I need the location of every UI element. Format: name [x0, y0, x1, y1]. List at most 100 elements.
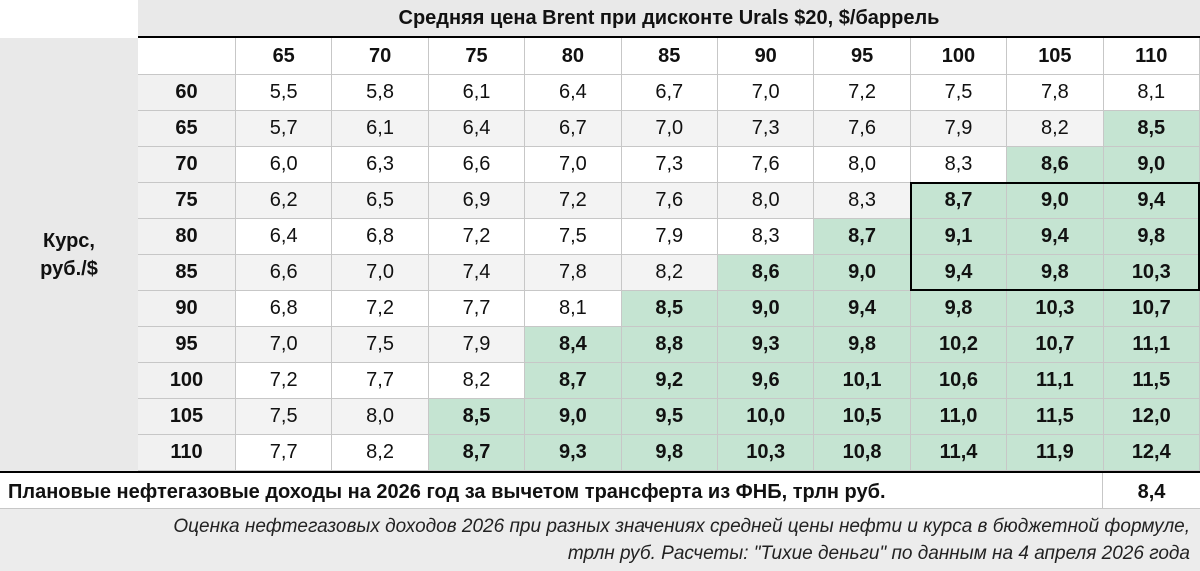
- cell-95-80: 8,4: [525, 327, 622, 363]
- column-header-90: 90: [718, 38, 815, 75]
- cell-60-70: 5,8: [332, 75, 429, 111]
- column-header-75: 75: [428, 38, 526, 75]
- cell-95-65: 7,0: [236, 327, 333, 363]
- cell-100-100: 10,6: [910, 363, 1008, 399]
- cell-75-100: 8,7: [910, 183, 1008, 219]
- row-header-80: 80: [138, 219, 236, 255]
- column-axis-title: Средняя цена Brent при дисконте Urals $2…: [138, 0, 1200, 38]
- cell-80-95: 8,7: [814, 219, 911, 255]
- cell-80-70: 6,8: [332, 219, 429, 255]
- footnote: Оценка нефтегазовых доходов 2026 при раз…: [0, 509, 1200, 571]
- cell-60-90: 7,0: [718, 75, 815, 111]
- cell-60-105: 7,8: [1007, 75, 1104, 111]
- cell-60-80: 6,4: [525, 75, 622, 111]
- cell-95-70: 7,5: [332, 327, 429, 363]
- cell-60-65: 5,5: [236, 75, 333, 111]
- row-axis-title-line2: руб./$: [40, 257, 98, 280]
- cell-85-85: 8,2: [621, 255, 718, 291]
- cell-65-85: 7,0: [621, 111, 718, 147]
- cell-75-80: 7,2: [525, 183, 622, 219]
- cell-80-110: 9,8: [1103, 219, 1200, 255]
- cell-90-85: 8,5: [621, 291, 718, 327]
- column-header-110: 110: [1103, 38, 1200, 75]
- cell-80-65: 6,4: [236, 219, 333, 255]
- cell-110-80: 9,3: [525, 435, 622, 471]
- cell-85-110: 10,3: [1103, 255, 1200, 291]
- cell-65-90: 7,3: [718, 111, 815, 147]
- row-header-105: 105: [138, 399, 236, 435]
- cell-105-70: 8,0: [332, 399, 429, 435]
- cell-65-75: 6,4: [428, 111, 526, 147]
- cell-110-95: 10,8: [814, 435, 911, 471]
- cell-70-70: 6,3: [332, 147, 429, 183]
- cell-110-90: 10,3: [718, 435, 815, 471]
- cell-90-110: 10,7: [1103, 291, 1200, 327]
- cell-75-75: 6,9: [428, 183, 526, 219]
- cell-100-75: 8,2: [428, 363, 526, 399]
- cell-95-95: 9,8: [814, 327, 911, 363]
- cell-70-65: 6,0: [236, 147, 333, 183]
- cell-90-100: 9,8: [910, 291, 1008, 327]
- cell-85-70: 7,0: [332, 255, 429, 291]
- cell-75-110: 9,4: [1103, 183, 1200, 219]
- table-corner-cell: [138, 38, 236, 75]
- cell-80-105: 9,4: [1007, 219, 1104, 255]
- cell-75-65: 6,2: [236, 183, 333, 219]
- row-header-110: 110: [138, 435, 236, 471]
- corner-blank: [0, 0, 138, 38]
- cell-105-65: 7,5: [236, 399, 333, 435]
- cell-70-95: 8,0: [814, 147, 911, 183]
- cell-100-110: 11,5: [1103, 363, 1200, 399]
- cell-110-75: 8,7: [428, 435, 526, 471]
- column-header-105: 105: [1007, 38, 1104, 75]
- cell-75-95: 8,3: [814, 183, 911, 219]
- cell-85-105: 9,8: [1007, 255, 1104, 291]
- row-axis-title-line1: Курс,: [43, 229, 95, 252]
- cell-110-65: 7,7: [236, 435, 333, 471]
- cell-80-75: 7,2: [428, 219, 526, 255]
- cell-110-105: 11,9: [1007, 435, 1104, 471]
- cell-65-80: 6,7: [525, 111, 622, 147]
- cell-90-70: 7,2: [332, 291, 429, 327]
- column-header-85: 85: [621, 38, 718, 75]
- column-header-70: 70: [332, 38, 429, 75]
- cell-90-90: 9,0: [718, 291, 815, 327]
- cell-90-75: 7,7: [428, 291, 526, 327]
- cell-110-110: 12,4: [1103, 435, 1200, 471]
- plan-value: 8,4: [1102, 473, 1200, 511]
- cell-100-85: 9,2: [621, 363, 718, 399]
- cell-70-90: 7,6: [718, 147, 815, 183]
- cell-105-105: 11,5: [1007, 399, 1104, 435]
- cell-65-65: 5,7: [236, 111, 333, 147]
- column-header-100: 100: [910, 38, 1008, 75]
- cell-100-90: 9,6: [718, 363, 815, 399]
- cell-105-95: 10,5: [814, 399, 911, 435]
- cell-65-105: 8,2: [1007, 111, 1104, 147]
- cell-85-90: 8,6: [718, 255, 815, 291]
- cell-105-80: 9,0: [525, 399, 622, 435]
- cell-100-95: 10,1: [814, 363, 911, 399]
- cell-70-75: 6,6: [428, 147, 526, 183]
- cell-85-95: 9,0: [814, 255, 911, 291]
- cell-70-85: 7,3: [621, 147, 718, 183]
- cell-65-95: 7,6: [814, 111, 911, 147]
- cell-90-80: 8,1: [525, 291, 622, 327]
- cell-80-80: 7,5: [525, 219, 622, 255]
- cell-105-90: 10,0: [718, 399, 815, 435]
- cell-100-70: 7,7: [332, 363, 429, 399]
- row-header-90: 90: [138, 291, 236, 327]
- cell-95-90: 9,3: [718, 327, 815, 363]
- cell-95-85: 8,8: [621, 327, 718, 363]
- row-header-65: 65: [138, 111, 236, 147]
- cell-70-100: 8,3: [910, 147, 1008, 183]
- plan-row: Плановые нефтегазовые доходы на 2026 год…: [0, 471, 1200, 511]
- column-header-65: 65: [236, 38, 333, 75]
- cell-105-85: 9,5: [621, 399, 718, 435]
- row-header-70: 70: [138, 147, 236, 183]
- cell-105-110: 12,0: [1103, 399, 1200, 435]
- cell-110-100: 11,4: [910, 435, 1008, 471]
- cell-75-90: 8,0: [718, 183, 815, 219]
- cell-85-100: 9,4: [910, 255, 1008, 291]
- cell-75-70: 6,5: [332, 183, 429, 219]
- cell-95-100: 10,2: [910, 327, 1008, 363]
